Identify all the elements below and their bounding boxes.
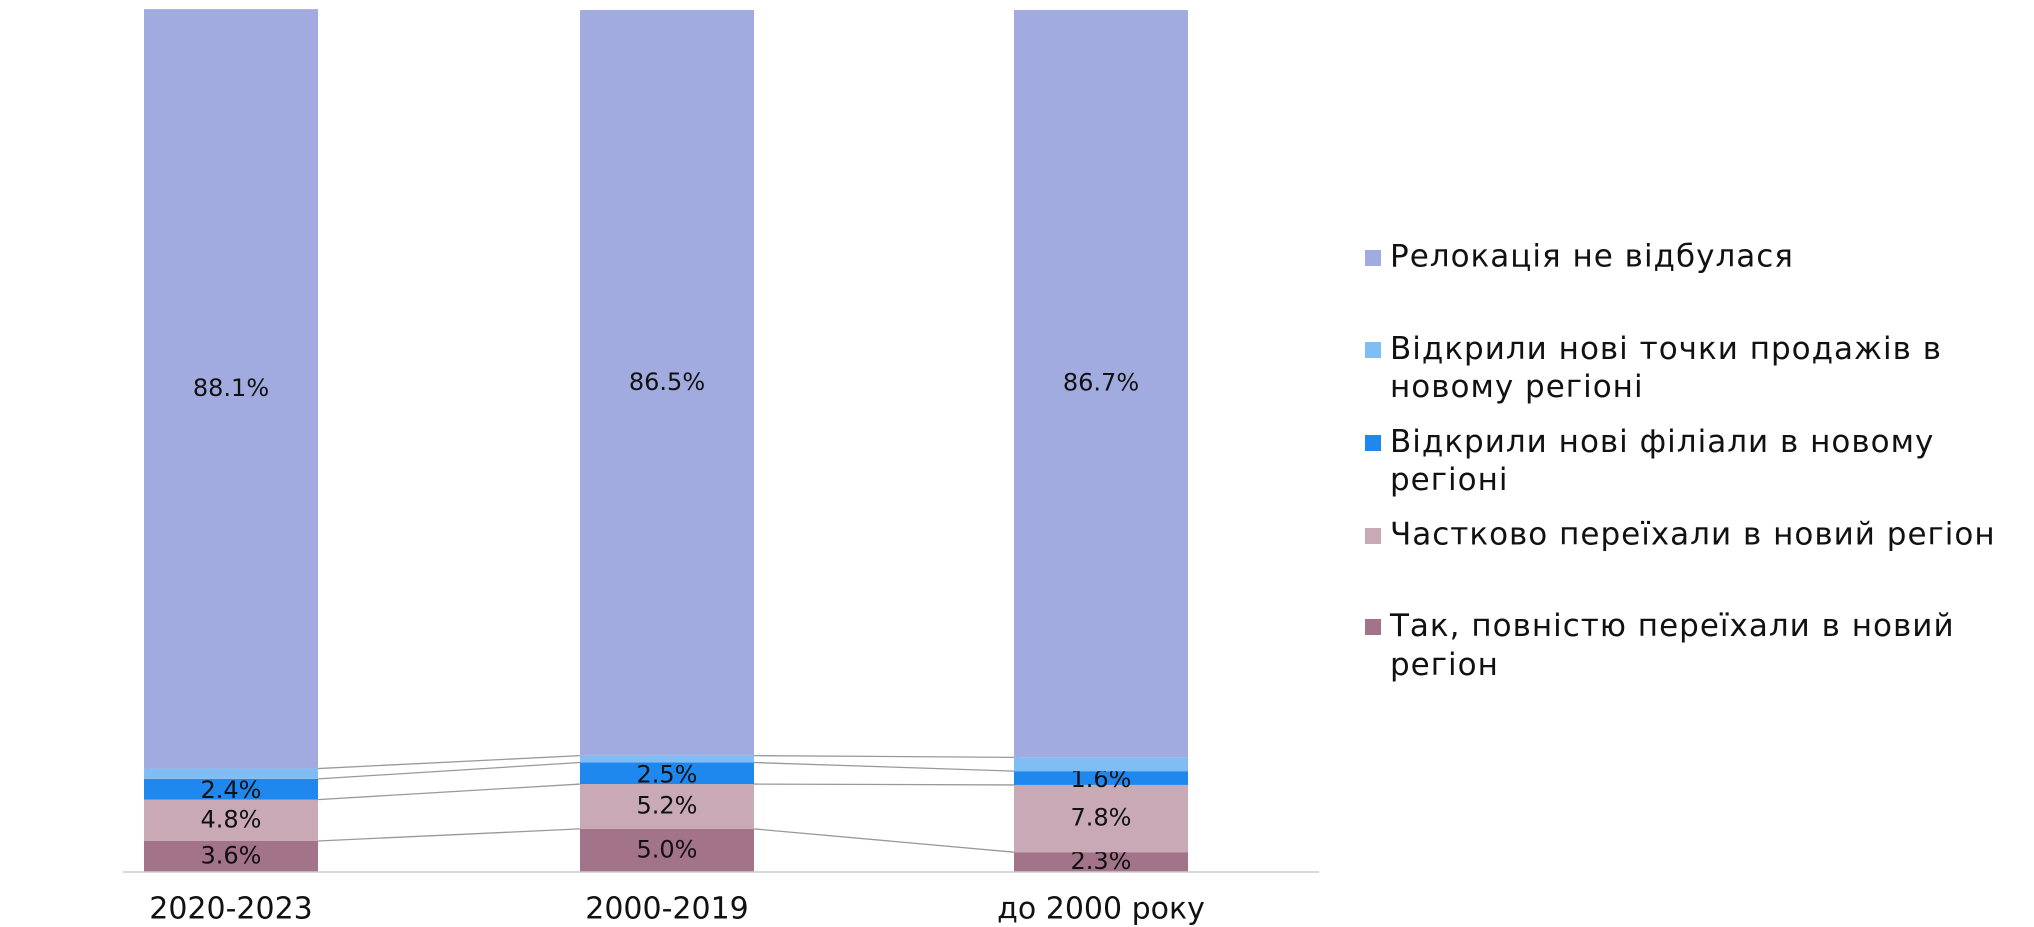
bar-segment — [580, 828, 754, 872]
legend-label: Так, повністю переїхали в новий регіон — [1389, 608, 1955, 683]
bar-segment — [580, 10, 754, 756]
bar-segment — [144, 840, 318, 872]
data-label: 5.2% — [637, 791, 698, 819]
data-label: 86.5% — [629, 368, 705, 396]
x-tick-label: 2020-2023 — [149, 892, 313, 927]
legend-label: Відкрили нові точки продажів в новому рег… — [1390, 331, 1942, 405]
legend-label: Релокація не відбулася — [1390, 239, 1794, 275]
legend-swatch — [1365, 619, 1381, 635]
bar-segment — [1014, 10, 1188, 758]
connector — [753, 761, 1015, 772]
x-tick-label: до 2000 року — [997, 892, 1205, 927]
data-label: 2.4% — [201, 776, 262, 804]
bar-segment — [144, 778, 318, 800]
bar-segment — [144, 9, 318, 769]
data-label: 3.6% — [201, 841, 262, 869]
data-label: 7.8% — [1071, 804, 1132, 832]
connector — [317, 761, 581, 780]
bar-segment — [1014, 771, 1188, 785]
connector — [753, 754, 1015, 759]
bar-segment — [580, 755, 754, 763]
data-label: 86.7% — [1063, 369, 1139, 397]
legend-label-line: Відкрили нові філіали в новому — [1390, 424, 1934, 460]
legend-label-line: новому регіоні — [1390, 369, 1644, 405]
connector — [753, 783, 1015, 786]
legend-swatch — [1365, 528, 1381, 544]
legend-label-line: Відкрили нові точки продажів в — [1390, 331, 1942, 367]
data-label: 88.1% — [193, 374, 269, 402]
x-tick-label: 2000-2019 — [585, 892, 749, 927]
data-label: 2.5% — [637, 760, 698, 788]
legend-label-line: регіон — [1390, 647, 1499, 683]
legend-label-line: Так, повністю переїхали в новий — [1389, 608, 1955, 644]
legend-swatch — [1365, 435, 1381, 451]
bar-segment — [1014, 852, 1188, 872]
legend-label: Частково переїхали в новий регіон — [1390, 517, 1996, 553]
connector — [317, 828, 581, 842]
bar-segment — [580, 762, 754, 785]
connector — [317, 783, 581, 801]
legend-label-line: регіоні — [1390, 462, 1509, 498]
bar-segment — [580, 784, 754, 829]
bar-segment — [144, 799, 318, 841]
bar-segment — [144, 768, 318, 779]
legend-label: Відкрили нові філіали в новому регіоні — [1390, 424, 1934, 498]
bar-segment — [1014, 757, 1188, 772]
connector — [753, 828, 1015, 853]
legend-swatch — [1365, 250, 1381, 266]
legend-swatch — [1365, 342, 1381, 358]
bar-segment — [1014, 784, 1188, 853]
connector — [317, 754, 581, 770]
data-label: 5.0% — [637, 835, 698, 863]
data-label: 4.8% — [201, 805, 262, 833]
